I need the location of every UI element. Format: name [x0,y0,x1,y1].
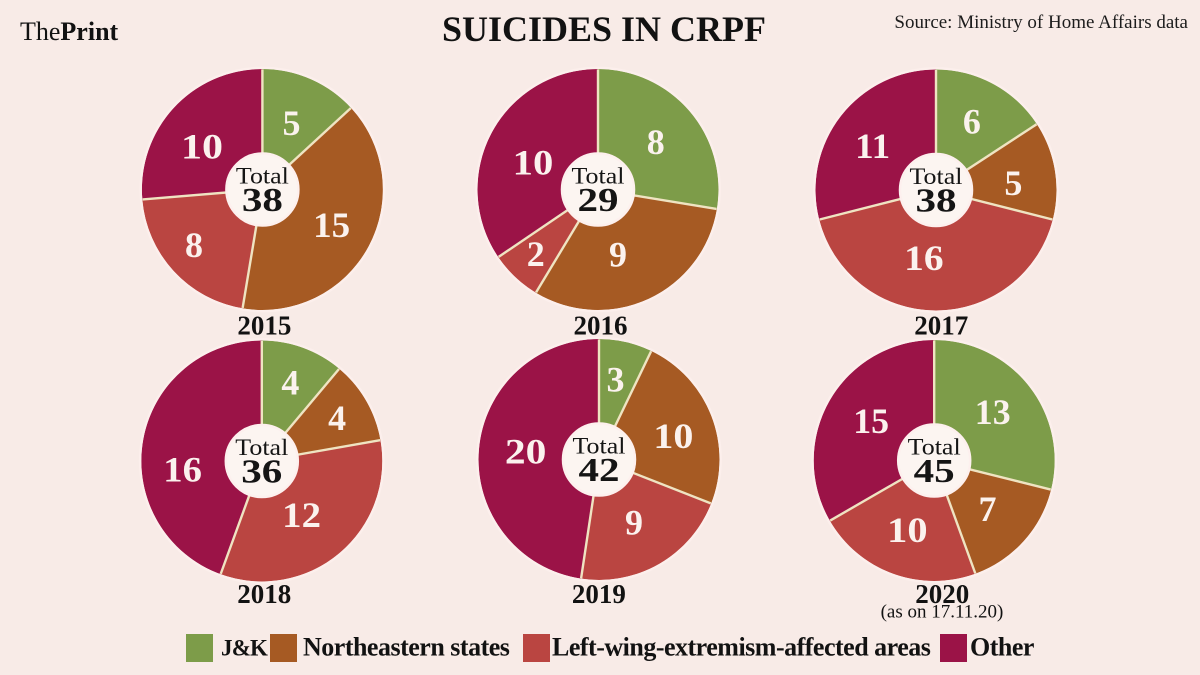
svg-text:12: 12 [282,495,321,535]
svg-text:5: 5 [1004,163,1022,203]
svg-text:(as on 17.11.20): (as on 17.11.20) [881,602,1004,623]
svg-text:Total: Total [908,435,961,460]
svg-text:42: 42 [579,452,620,489]
svg-text:2018: 2018 [237,579,291,609]
svg-text:36: 36 [241,454,282,491]
svg-text:Total: Total [910,164,963,189]
svg-text:2: 2 [527,234,545,274]
svg-text:16: 16 [163,449,202,489]
svg-text:2017: 2017 [914,311,968,341]
svg-text:20: 20 [505,431,547,471]
svg-text:3: 3 [607,359,625,399]
svg-text:16: 16 [904,238,944,278]
svg-text:10: 10 [513,143,554,183]
svg-text:10: 10 [181,127,223,167]
svg-text:5: 5 [283,103,301,143]
svg-text:7: 7 [979,489,997,529]
svg-text:45: 45 [914,453,955,490]
svg-text:2019: 2019 [572,579,626,609]
svg-text:38: 38 [916,183,957,220]
svg-text:Total: Total [235,435,288,460]
svg-text:Left-wing-extremism-affected a: Left-wing-extremism-affected areas [552,633,931,662]
svg-text:9: 9 [625,503,643,543]
svg-text:38: 38 [242,182,283,219]
svg-text:13: 13 [975,392,1011,432]
svg-text:Other: Other [970,633,1034,662]
svg-text:J&K: J&K [221,636,268,661]
svg-text:2015: 2015 [237,311,291,341]
svg-text:Source: Ministry of Home Affai: Source: Ministry of Home Affairs data [894,12,1188,33]
svg-text:Northeastern states: Northeastern states [303,633,510,662]
svg-text:9: 9 [609,235,627,275]
svg-text:4: 4 [281,363,299,403]
svg-text:6: 6 [963,101,981,141]
svg-text:2016: 2016 [574,311,628,341]
svg-text:11: 11 [855,126,890,166]
svg-text:29: 29 [578,182,619,219]
svg-text:2020: 2020 [915,579,969,609]
svg-text:8: 8 [647,122,665,162]
svg-text:Total: Total [236,164,289,189]
svg-text:ThePrint: ThePrint [20,17,119,46]
svg-text:4: 4 [328,398,346,438]
svg-text:SUICIDES IN CRPF: SUICIDES IN CRPF [442,9,766,49]
svg-text:Total: Total [572,164,625,189]
svg-text:15: 15 [853,401,889,441]
svg-text:15: 15 [313,205,350,245]
svg-text:10: 10 [887,510,927,550]
svg-text:Total: Total [573,434,626,459]
svg-text:10: 10 [653,416,693,456]
svg-text:8: 8 [185,225,203,265]
